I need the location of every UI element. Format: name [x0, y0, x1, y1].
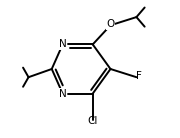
Text: O: O [106, 19, 115, 29]
Text: F: F [136, 71, 142, 81]
Text: N: N [59, 39, 67, 49]
Text: N: N [59, 89, 67, 99]
Text: Cl: Cl [87, 116, 98, 126]
